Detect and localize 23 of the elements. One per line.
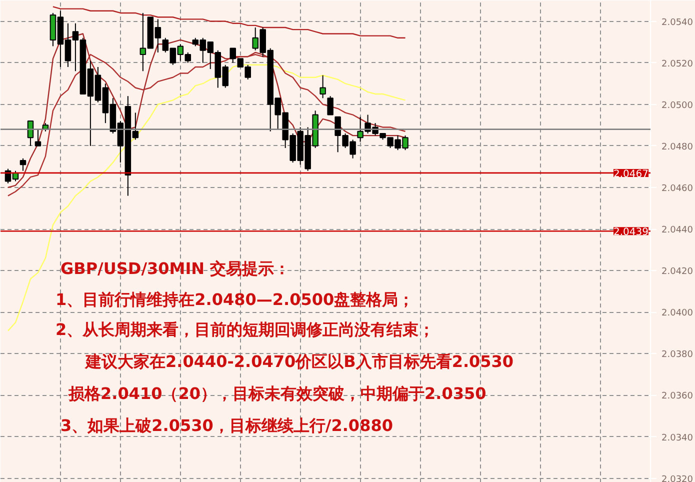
candlestick	[20, 158, 26, 172]
candlestick	[34, 128, 42, 146]
candlestick	[320, 74, 326, 99]
y-tick-label: 2.0480	[662, 142, 694, 152]
y-tick-label: 2.0500	[662, 100, 694, 111]
y-tick-label: 2.0520	[662, 59, 694, 70]
y-tick-label: 2.0320	[662, 474, 694, 482]
annotation: 1、目前行情维持在2.0480—2.0500盘整格局；	[56, 290, 414, 309]
annotation: GBP/USD/30MIN 交易提示：	[60, 259, 290, 278]
y-tick-label: 2.0340	[662, 433, 694, 444]
annotation: 损格2.0410（20），目标未有效突破，中期偏于2.0350	[68, 384, 486, 403]
y-tick-label: 2.0440	[662, 226, 694, 236]
annotation: 2、从长周期来看，目前的短期回调修正尚没有结束；	[56, 320, 435, 339]
annotation: 建议大家在2.0440-2.0470价区以B入市目标先看2.0530	[84, 352, 514, 371]
line-series	[52, 6, 406, 38]
y-tick-label: 2.0380	[662, 350, 694, 360]
annotation: 3、如果上破2.0530，目标继续上行/2.0880	[60, 416, 393, 435]
y-tick-label: 2.0540	[662, 18, 694, 28]
y-tick-label: 2.0400	[662, 308, 694, 319]
y-tick-label: 2.0460	[662, 184, 694, 194]
y-tick-label: 2.0420	[662, 267, 694, 278]
y-tick-label: 2.0360	[662, 392, 694, 402]
candlestick	[327, 96, 334, 116]
